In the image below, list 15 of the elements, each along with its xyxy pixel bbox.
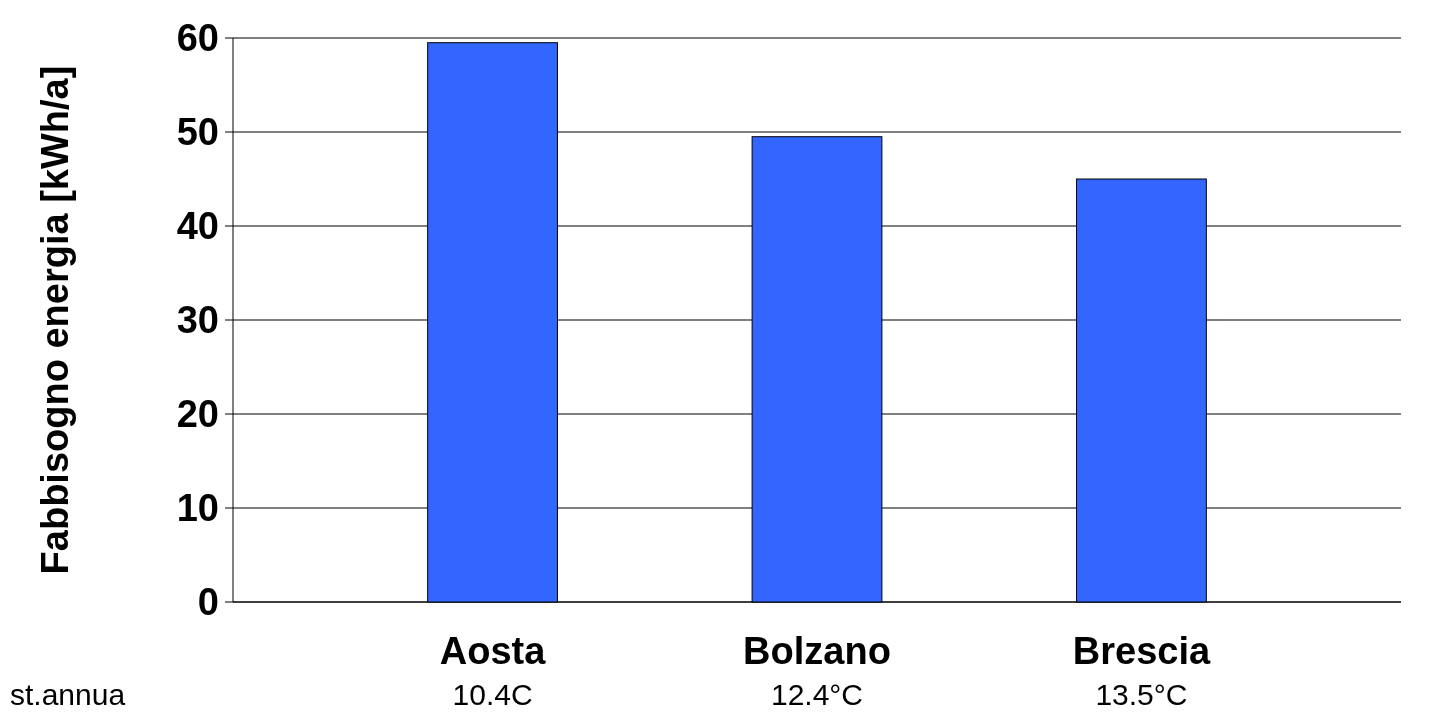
- y-tick-label: 30: [176, 299, 219, 342]
- y-tick-label: 50: [176, 111, 219, 154]
- y-tick-label: 0: [197, 581, 219, 624]
- y-tick-label: 20: [176, 393, 219, 436]
- y-axis-title: Fabbisogno energia [kWh/a]: [34, 65, 76, 575]
- y-tick-label: 60: [176, 17, 219, 60]
- x-tick-label: Brescia: [1072, 630, 1211, 672]
- text: 10.4C: [452, 678, 533, 711]
- y-tick-label: 40: [176, 205, 219, 248]
- text: st.annua: [10, 678, 126, 711]
- x-tick-label: Bolzano: [743, 630, 891, 672]
- text: 12.4°C: [770, 678, 864, 711]
- x-tick-label: Aosta: [439, 630, 547, 672]
- y-tick-label: 10: [176, 487, 219, 530]
- text: 13.5°C: [1095, 678, 1188, 711]
